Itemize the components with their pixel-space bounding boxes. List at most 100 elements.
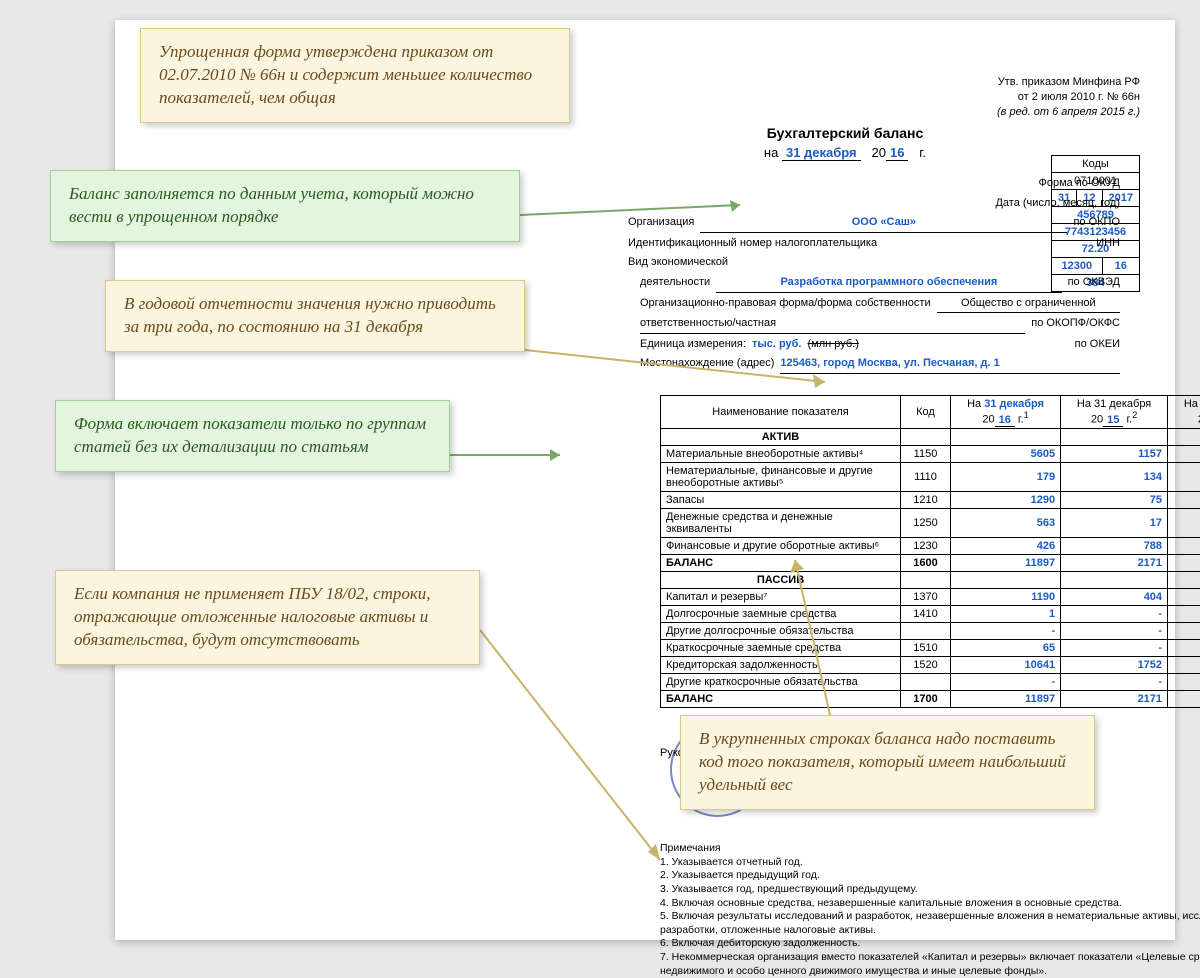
table-cell: 563 xyxy=(951,508,1061,537)
approval-line-1: Утв. приказом Минфина РФ xyxy=(997,75,1140,90)
th-name: Наименование показателя xyxy=(661,396,901,429)
table-cell: Материальные внеоборотные активы⁴ xyxy=(661,445,901,462)
th-code: Код xyxy=(901,396,951,429)
table-cell: Капитал и резервы⁷ xyxy=(661,588,901,605)
table-cell: Нематериальные, финансовые и другие внео… xyxy=(661,462,901,491)
footnote-line: 1. Указывается отчетный год. xyxy=(660,856,1200,870)
lbl-date: Дата (число, месяц, год) xyxy=(995,195,1120,213)
table-cell: Долгосрочные заемные средства xyxy=(661,605,901,622)
table-body: АКТИВМатериальные внеоборотные активы⁴11… xyxy=(661,428,1200,707)
val-act: Разработка программного обеспечения xyxy=(716,274,1061,293)
table-cell: 1370 xyxy=(901,588,951,605)
date-year-prefix: 20 xyxy=(872,145,886,160)
table-cell: 10641 xyxy=(951,656,1061,673)
table-cell: - xyxy=(1168,673,1200,690)
codes-header: Коды xyxy=(1052,156,1140,173)
date-year: 16 xyxy=(886,145,908,161)
table-cell: 1752 xyxy=(1061,656,1168,673)
table-cell: Финансовые и другие оборотные активы⁶ xyxy=(661,537,901,554)
table-cell: - xyxy=(1061,622,1168,639)
table-cell: 1230 xyxy=(901,537,951,554)
arrow-icon xyxy=(480,620,680,870)
table-cell: 1110 xyxy=(901,462,951,491)
table-cell: Краткосрочные заемные средства xyxy=(661,639,901,656)
footnotes: Примечания 1. Указывается отчетный год.2… xyxy=(660,842,1200,978)
th-y3: На 31 декабря2014 г.3 xyxy=(1168,396,1200,429)
table-cell: - xyxy=(1168,639,1200,656)
footnote-line: 5. Включая результаты исследований и раз… xyxy=(660,910,1200,937)
table-cell: 388 xyxy=(1168,508,1200,537)
table-cell: 172 xyxy=(1168,537,1200,554)
table-cell: 1250 xyxy=(901,508,951,537)
table-cell: 134 xyxy=(1061,462,1168,491)
table-cell: 426 xyxy=(951,537,1061,554)
arrow-icon xyxy=(450,440,570,470)
table-cell: 1 xyxy=(951,605,1061,622)
table-cell xyxy=(901,673,951,690)
callout-2: Баланс заполняется по данным учета, кото… xyxy=(50,170,520,242)
balance-table: Наименование показателя Код На 31 декабр… xyxy=(660,395,1200,708)
notes-title: Примечания xyxy=(660,842,1200,856)
table-cell: 1410 xyxy=(901,605,951,622)
val-form: Общество с ограниченной xyxy=(937,295,1120,314)
table-cell: 75 xyxy=(1061,491,1168,508)
table-cell: 29 xyxy=(1168,491,1200,508)
callout-1: Упрощенная форма утверждена приказом от … xyxy=(140,28,570,123)
table-cell: - xyxy=(951,673,1061,690)
table-cell: 1700 xyxy=(901,690,951,707)
table-cell: 1520 xyxy=(901,656,951,673)
table-cell: Другие краткосрочные обязательства xyxy=(661,673,901,690)
callout-6: В укрупненных строках баланса надо поста… xyxy=(680,715,1095,810)
arrow-icon xyxy=(525,340,835,390)
table-cell: - xyxy=(1168,622,1200,639)
table-cell: 739 xyxy=(1168,554,1200,571)
footnote-line: 6. Включая дебиторскую задолженность. xyxy=(660,937,1200,951)
table-cell: 2171 xyxy=(1061,554,1168,571)
callout-4: Форма включает показатели только по груп… xyxy=(55,400,450,472)
table-cell: 11897 xyxy=(951,690,1061,707)
table-cell: Кредиторская задолженность xyxy=(661,656,901,673)
doc-title: Бухгалтерский баланс xyxy=(545,125,1145,141)
table-cell: 1150 xyxy=(901,445,951,462)
callout-3: В годовой отчетности значения нужно прив… xyxy=(105,280,525,352)
callout-5: Если компания не применяет ПБУ 18/02, ст… xyxy=(55,570,480,665)
table-cell: 80 xyxy=(1168,445,1200,462)
arrow-icon xyxy=(790,555,850,720)
table-cell: 421 xyxy=(1168,656,1200,673)
date-day-month: 31 декабря xyxy=(782,145,861,161)
approval-line-3: (в ред. от 6 апреля 2015 г.) xyxy=(997,105,1140,120)
table-cell: БАЛАНС xyxy=(661,554,901,571)
lbl-okei: по ОКЕИ xyxy=(1075,336,1120,354)
table-cell: - xyxy=(1061,673,1168,690)
lbl-inn2: ИНН xyxy=(1096,235,1120,253)
footnote-line: 3. Указывается год, предшествующий преды… xyxy=(660,883,1200,897)
arrow-icon xyxy=(520,200,760,240)
table-cell: Денежные средства и денежные эквиваленты xyxy=(661,508,901,537)
val-form2: ответственностью/частная xyxy=(640,315,1025,334)
table-cell: 1290 xyxy=(951,491,1061,508)
table-cell: - xyxy=(951,622,1061,639)
table-cell: 5605 xyxy=(951,445,1061,462)
approval-line-2: от 2 июля 2010 г. № 66н xyxy=(997,90,1140,105)
table-cell: - xyxy=(1168,605,1200,622)
th-y1: На 31 декабря2016 г.1 xyxy=(951,396,1061,429)
table-cell: 70 xyxy=(1168,462,1200,491)
lbl-act1: Вид экономической xyxy=(628,254,728,272)
lbl-okud: Форма по ОКУД xyxy=(1039,175,1121,193)
table-cell: 1210 xyxy=(901,491,951,508)
footnote-line: 2. Указывается предыдущий год. xyxy=(660,869,1200,883)
table-cell: 788 xyxy=(1061,537,1168,554)
table-cell: 65 xyxy=(951,639,1061,656)
table-cell: 318 xyxy=(1168,588,1200,605)
date-suffix: г. xyxy=(919,145,926,160)
th-y2: На 31 декабря2015 г.2 xyxy=(1061,396,1168,429)
table-cell: - xyxy=(1061,639,1168,656)
approval-block: Утв. приказом Минфина РФ от 2 июля 2010 … xyxy=(997,75,1140,120)
lbl-form: Организационно-правовая форма/форма собс… xyxy=(640,295,931,313)
date-prefix: на xyxy=(764,145,778,160)
table-cell: 17 xyxy=(1061,508,1168,537)
table-cell: 11897 xyxy=(951,554,1061,571)
table-cell: Запасы xyxy=(661,491,901,508)
table-cell: 179 xyxy=(951,462,1061,491)
table-cell xyxy=(901,622,951,639)
